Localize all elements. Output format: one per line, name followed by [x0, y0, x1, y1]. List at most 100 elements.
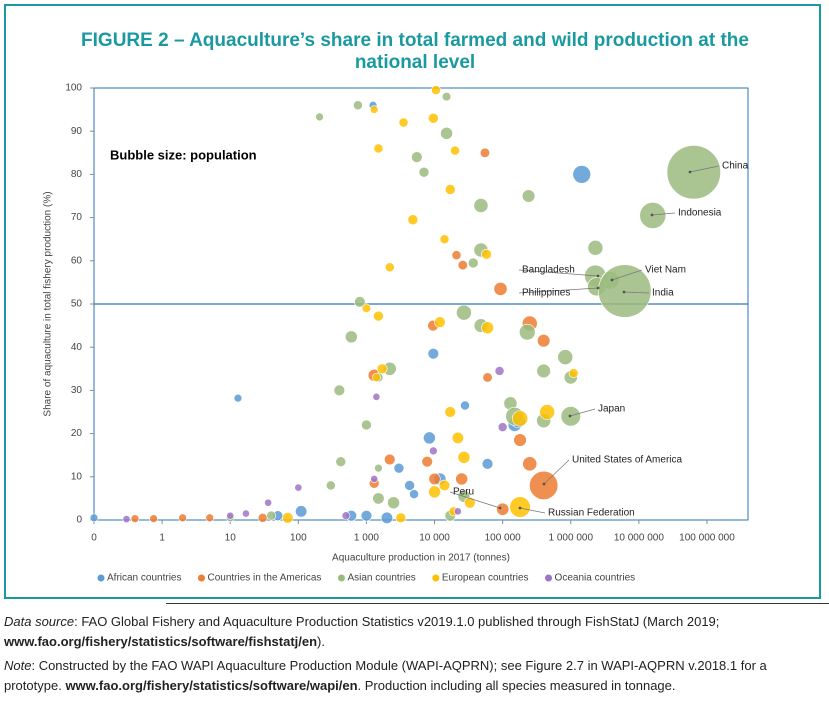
- bubble: [444, 406, 456, 418]
- bubble: [373, 310, 384, 322]
- source-text: : FAO Global Fishery and Aquaculture Pro…: [74, 614, 720, 629]
- annotation: Indonesia: [678, 208, 722, 219]
- bubble: [482, 372, 493, 383]
- annotation: Japan: [598, 404, 625, 415]
- bubble: [497, 422, 508, 432]
- bubble: [557, 349, 574, 365]
- bubble: [423, 431, 436, 445]
- bubble: [460, 400, 470, 411]
- y-tick-label: 20: [71, 428, 83, 439]
- bubble: [444, 184, 456, 195]
- source-note: Data source: FAO Global Fishery and Aqua…: [4, 612, 819, 652]
- bubble: [529, 470, 559, 500]
- annotation: Peru: [453, 487, 474, 498]
- bubble: [467, 257, 479, 269]
- bubble: [455, 472, 469, 486]
- leader-dot: [596, 274, 600, 278]
- bubble: [481, 458, 494, 470]
- x-tick-label: 1 000: [354, 533, 379, 544]
- bubble: [572, 165, 591, 184]
- bubble: [122, 515, 131, 524]
- bubble: [521, 189, 536, 203]
- chart: 0 10 20 30 40 50 60 70 80 90 100 0 1 10 100 1 000 10 000…: [43, 83, 749, 584]
- bubble: [421, 455, 433, 468]
- leader-line: [569, 408, 596, 417]
- bubble: [353, 100, 363, 111]
- bubble: [361, 419, 372, 431]
- bubble: [233, 393, 243, 403]
- bubble: [407, 214, 419, 226]
- note: Note: Constructed by the FAO WAPI Aquacu…: [4, 656, 819, 696]
- bubble: [409, 489, 419, 499]
- bubble: [666, 145, 721, 200]
- bubble: [513, 433, 527, 447]
- bubble: [473, 198, 489, 213]
- bubble: [418, 166, 430, 178]
- bubble: [457, 260, 468, 271]
- leader-dot: [596, 286, 600, 290]
- bubble: [456, 304, 472, 321]
- legend-label: Countries in the Americas: [207, 573, 321, 584]
- leader-dot: [498, 506, 502, 510]
- bubble: [89, 513, 99, 523]
- bubble: [241, 509, 250, 518]
- bubble: [387, 496, 400, 510]
- y-tick-label: 40: [71, 342, 83, 353]
- bubble: [519, 323, 536, 341]
- bubble: [493, 281, 508, 296]
- bubble: [149, 514, 158, 523]
- bubble: [450, 145, 460, 156]
- bubble: [315, 112, 324, 122]
- separator: [166, 603, 829, 604]
- bubble: [464, 497, 476, 509]
- leader-dot: [650, 213, 654, 217]
- bubble: [512, 410, 529, 427]
- leader-line: [689, 165, 720, 173]
- annotation: Viet Nam: [645, 265, 686, 276]
- x-tick-label: 1 000 000: [549, 533, 594, 544]
- bubble: [481, 249, 492, 260]
- x-axis-title: Aquaculture production in 2017 (tonnes): [332, 553, 510, 564]
- note-label: Note: [4, 658, 32, 673]
- bubble: [344, 330, 358, 344]
- bubble: [481, 321, 494, 335]
- bubble: [226, 511, 235, 520]
- legend-label: Oceania countries: [555, 573, 636, 584]
- bubble: [266, 510, 277, 521]
- bubble: [130, 514, 140, 523]
- bubble: [428, 112, 439, 124]
- bubble: [341, 511, 351, 520]
- leader-line: [518, 269, 599, 277]
- y-tick-label: 30: [71, 385, 83, 396]
- bubble: [440, 126, 453, 140]
- y-tick-label: 10: [71, 471, 83, 482]
- bubble: [205, 513, 214, 523]
- y-tick-label: 70: [71, 212, 83, 223]
- leader-dot: [610, 278, 614, 282]
- source-link: www.fao.org/fishery/statistics/software/…: [4, 634, 318, 649]
- bubble: [431, 85, 441, 96]
- bubble: [384, 262, 395, 273]
- bubble: [427, 347, 440, 360]
- leader-dot: [622, 290, 626, 294]
- bubble: [325, 480, 336, 491]
- bubble: [295, 505, 308, 518]
- y-tick-label: 0: [76, 515, 82, 526]
- footnotes: Data source: FAO Global Fishery and Aqua…: [4, 612, 819, 700]
- source-label: Data source: [4, 614, 75, 629]
- bubble: [441, 92, 452, 102]
- bubble: [522, 456, 538, 472]
- bubble: [428, 485, 441, 499]
- bubble: [479, 147, 491, 158]
- legend-marker: [197, 574, 205, 582]
- bubble: [453, 507, 462, 516]
- bubble: [372, 392, 381, 401]
- bubble: [587, 240, 604, 256]
- note-end: . Production including all species measu…: [357, 678, 676, 693]
- bubble: [494, 366, 505, 376]
- bubble: [257, 512, 268, 523]
- bubble: [360, 509, 373, 522]
- x-tick-label: 100: [290, 533, 307, 544]
- figure-frame: [4, 4, 821, 599]
- y-tick-label: 80: [71, 169, 83, 180]
